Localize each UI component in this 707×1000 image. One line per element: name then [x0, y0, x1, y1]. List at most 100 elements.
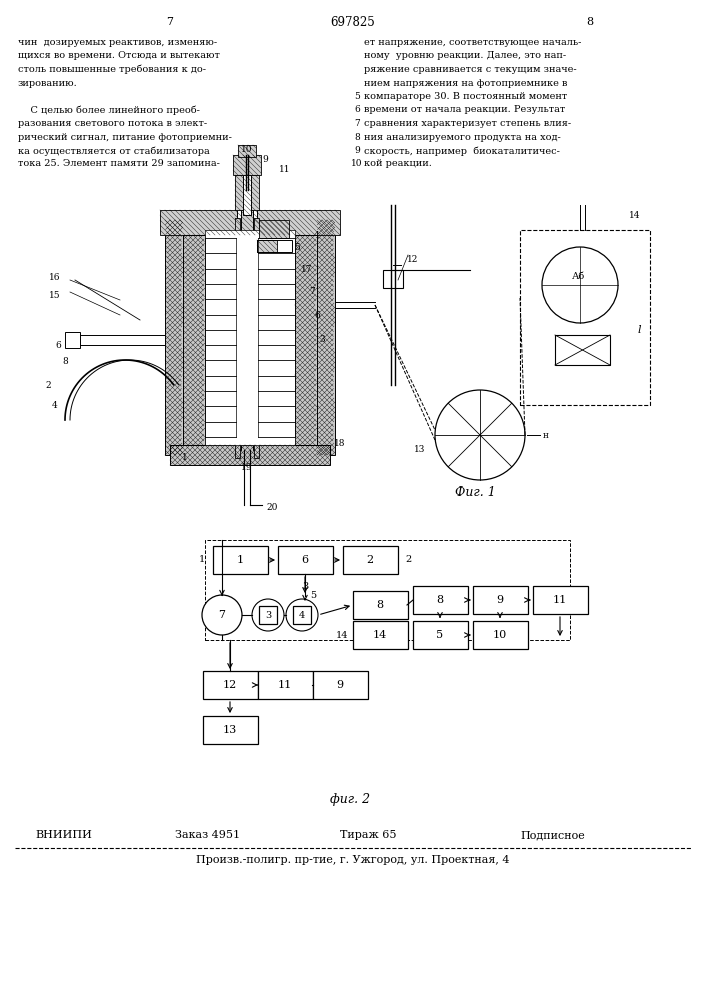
Text: 6: 6 — [314, 310, 320, 320]
Text: Аб: Аб — [572, 272, 585, 281]
Text: 1: 1 — [199, 556, 205, 564]
Bar — [555, 335, 610, 365]
Bar — [317, 220, 335, 455]
Bar — [313, 671, 368, 699]
Bar — [235, 218, 240, 458]
Bar — [205, 540, 570, 640]
Bar — [295, 235, 317, 445]
Bar — [254, 218, 259, 458]
Bar — [257, 240, 292, 252]
Text: 7: 7 — [309, 288, 315, 296]
Text: скорость, например  биокаталитичес-: скорость, например биокаталитичес- — [364, 146, 560, 155]
Text: компараторе 30. В постоянный момент: компараторе 30. В постоянный момент — [364, 92, 567, 101]
Bar — [257, 240, 277, 252]
Text: 10: 10 — [351, 159, 363, 168]
Text: 8: 8 — [354, 132, 360, 141]
Text: 6: 6 — [301, 555, 308, 565]
Bar — [278, 546, 333, 574]
Bar — [183, 235, 205, 445]
Text: 13: 13 — [223, 725, 237, 735]
Text: 8: 8 — [436, 595, 443, 605]
Bar — [353, 591, 408, 619]
Text: н: н — [543, 431, 549, 440]
Text: 2: 2 — [45, 380, 51, 389]
Text: 4: 4 — [52, 400, 58, 410]
Text: рический сигнал, питание фотоприемни-: рический сигнал, питание фотоприемни- — [18, 132, 232, 141]
Bar — [259, 220, 289, 238]
Text: С целью более линейного преоб-: С целью более линейного преоб- — [18, 105, 200, 115]
Bar — [170, 445, 330, 465]
Text: 17: 17 — [301, 265, 312, 274]
Bar — [213, 546, 268, 574]
Bar — [259, 606, 277, 624]
Bar — [235, 175, 259, 210]
Text: зированию.: зированию. — [18, 79, 78, 88]
Bar — [238, 145, 256, 157]
Bar — [413, 586, 468, 614]
Bar — [237, 165, 241, 450]
Text: щихся во времени. Отсюда и вытекают: щихся во времени. Отсюда и вытекают — [18, 51, 220, 60]
Bar — [233, 155, 261, 175]
Text: 10: 10 — [241, 145, 252, 154]
Text: 16: 16 — [49, 273, 61, 282]
Text: 6: 6 — [55, 340, 61, 350]
Text: 11: 11 — [279, 165, 291, 174]
Text: ка осуществляется от стабилизатора: ка осуществляется от стабилизатора — [18, 146, 210, 155]
Bar — [293, 606, 311, 624]
Text: кой реакции.: кой реакции. — [364, 159, 432, 168]
Text: 6: 6 — [354, 105, 360, 114]
Bar — [258, 671, 313, 699]
Text: 3: 3 — [265, 610, 271, 619]
Text: столь повышенные требования к до-: столь повышенные требования к до- — [18, 65, 206, 75]
Text: 7: 7 — [354, 119, 360, 128]
Circle shape — [202, 595, 242, 635]
Text: чин  дозируемых реактивов, изменяю-: чин дозируемых реактивов, изменяю- — [18, 38, 217, 47]
Bar — [80, 335, 165, 345]
Text: Произв.-полигр. пр-тие, г. Ужгород, ул. Проектная, 4: Произв.-полигр. пр-тие, г. Ужгород, ул. … — [197, 855, 510, 865]
Text: 8: 8 — [586, 17, 594, 27]
Text: 5: 5 — [354, 92, 360, 101]
Text: 11: 11 — [278, 680, 292, 690]
Text: 14: 14 — [373, 630, 387, 640]
Text: 1: 1 — [236, 555, 244, 565]
Text: 8: 8 — [62, 358, 68, 366]
Text: 10: 10 — [493, 630, 507, 640]
Text: 11: 11 — [553, 595, 567, 605]
Text: 5: 5 — [436, 630, 443, 640]
Text: Фиг. 1: Фиг. 1 — [455, 486, 496, 498]
Text: Подписное: Подписное — [520, 830, 585, 840]
Text: 4: 4 — [299, 610, 305, 619]
Text: 19: 19 — [241, 464, 252, 473]
Text: 9: 9 — [262, 155, 268, 164]
Text: ВНИИПИ: ВНИИПИ — [35, 830, 92, 840]
Bar — [165, 220, 183, 455]
Bar — [353, 621, 408, 649]
Text: l: l — [638, 325, 641, 335]
Text: 2: 2 — [405, 556, 411, 564]
Text: ния анализируемого продукта на ход-: ния анализируемого продукта на ход- — [364, 132, 561, 141]
Text: 20: 20 — [267, 504, 278, 512]
Bar — [243, 175, 251, 215]
Bar — [473, 621, 528, 649]
Text: 9: 9 — [496, 595, 503, 605]
Text: 5: 5 — [310, 590, 316, 599]
Text: разования светового потока в элект-: разования светового потока в элект- — [18, 119, 207, 128]
Bar — [203, 716, 258, 744]
Text: ряжение сравнивается с текущим значе-: ряжение сравнивается с текущим значе- — [364, 65, 577, 74]
Text: 18: 18 — [334, 438, 346, 448]
Text: сравнения характеризует степень влия-: сравнения характеризует степень влия- — [364, 119, 571, 128]
Text: 5: 5 — [294, 243, 300, 252]
Text: 3: 3 — [302, 582, 308, 591]
Text: времени от начала реакции. Результат: времени от начала реакции. Результат — [364, 105, 566, 114]
Text: 14: 14 — [629, 211, 641, 220]
Text: ному  уровню реакции. Далее, это нап-: ному уровню реакции. Далее, это нап- — [364, 51, 566, 60]
Text: 2: 2 — [366, 555, 373, 565]
Bar — [160, 210, 340, 235]
Text: 12: 12 — [223, 680, 237, 690]
Text: Тираж 65: Тираж 65 — [340, 830, 397, 840]
Text: 9: 9 — [337, 680, 344, 690]
Bar — [65, 332, 80, 348]
Text: 9: 9 — [354, 146, 360, 155]
Text: 7: 7 — [218, 610, 226, 620]
Text: 14: 14 — [336, 631, 348, 640]
